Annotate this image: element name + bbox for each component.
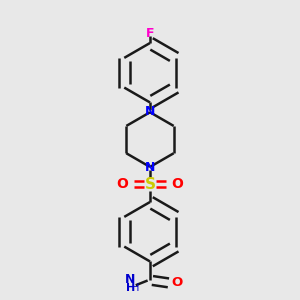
Text: F: F [146, 27, 154, 40]
Text: O: O [172, 177, 184, 191]
Text: H: H [126, 283, 135, 293]
Text: S: S [145, 177, 155, 192]
Text: N: N [145, 106, 155, 118]
Text: H: H [132, 283, 140, 293]
Text: O: O [172, 276, 183, 290]
Text: N: N [125, 273, 136, 286]
Text: N: N [145, 161, 155, 174]
Text: O: O [116, 177, 128, 191]
